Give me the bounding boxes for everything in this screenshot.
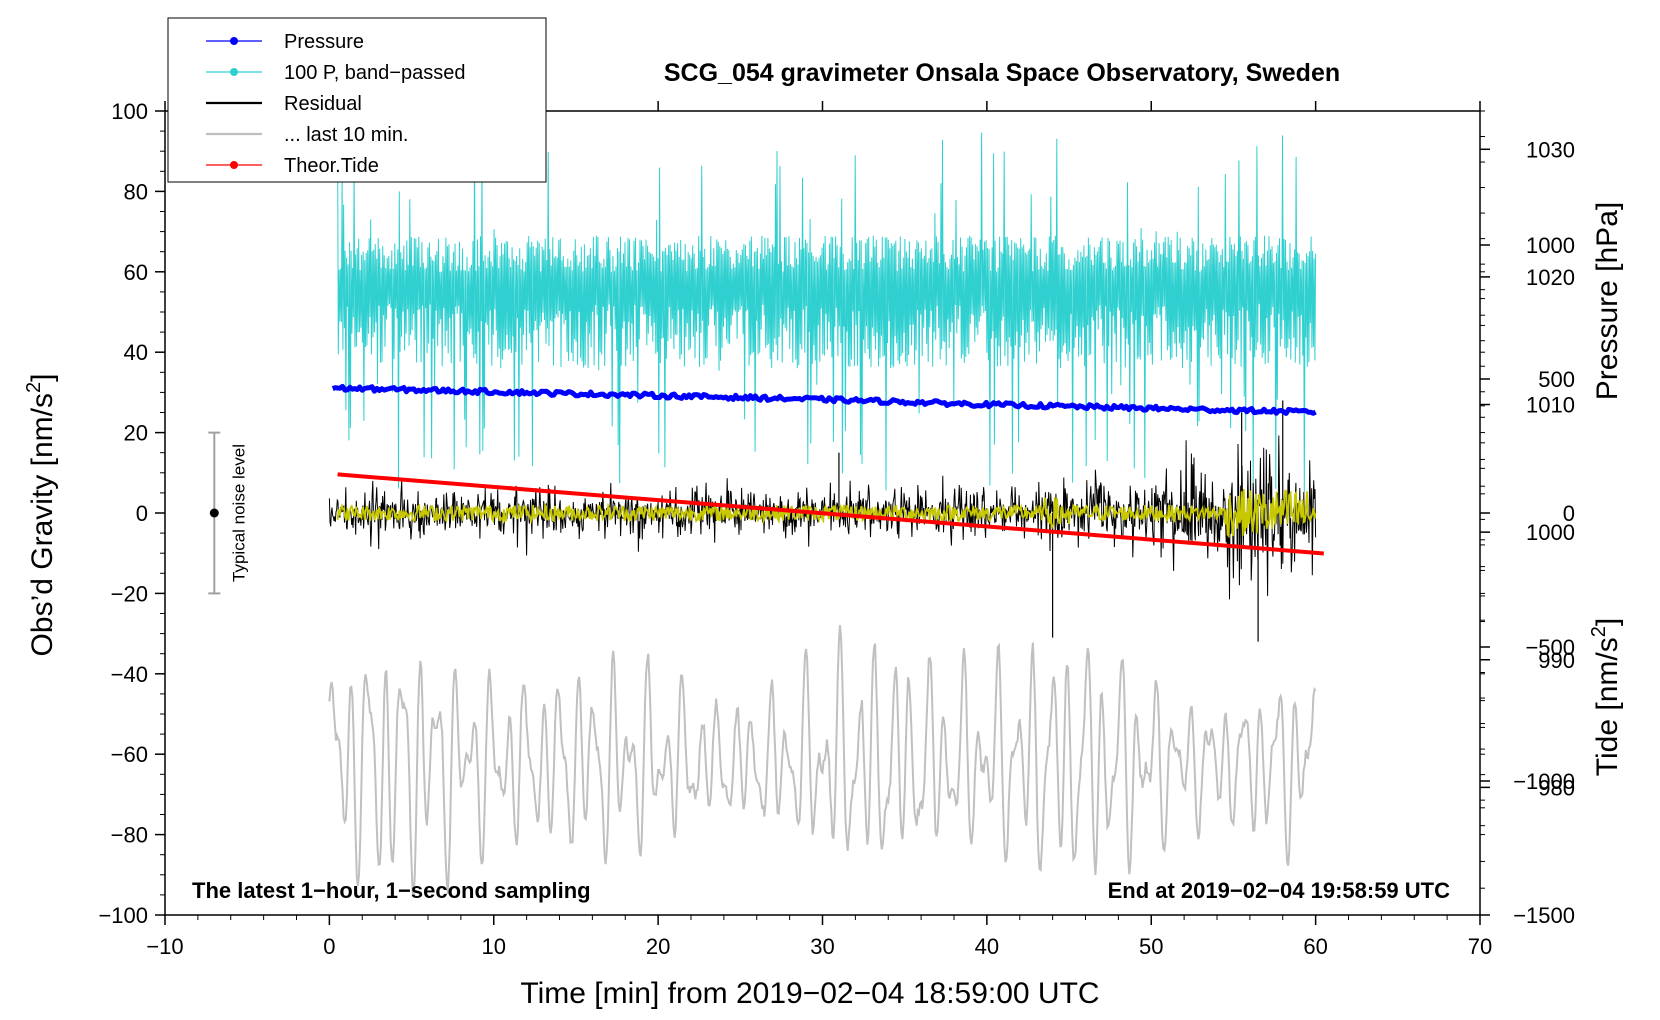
x-tick-label: 0 [323, 934, 335, 959]
y-axis-label-gravity: Obs’d Gravity [nm/s2] [23, 374, 59, 657]
tide-tick-label: −1000 [1513, 769, 1575, 794]
x-tick-label: 40 [975, 934, 999, 959]
y-tick-label: 40 [124, 340, 148, 365]
y-tick-label: −40 [111, 662, 148, 687]
tide-tick-label: 1000 [1526, 233, 1575, 258]
legend-label: Theor.Tide [284, 155, 379, 177]
noise-bar-center-dot [209, 508, 219, 518]
legend-label: Pressure [284, 31, 364, 53]
tide-tick-label: 500 [1538, 367, 1575, 392]
chart-title: SCG_054 gravimeter Onsala Space Observat… [664, 59, 1340, 87]
x-tick-label: 70 [1468, 934, 1492, 959]
pressure-tick-label: 990 [1538, 648, 1575, 673]
legend-label: 100 P, band−passed [284, 62, 465, 84]
series-band-passed-pressure-line [337, 132, 1317, 493]
legend: Pressure 100 P, band−passed Residual ... la… [167, 17, 547, 183]
x-axis-ticks: −10 0 10 20 30 40 50 60 70 [146, 101, 1492, 959]
pressure-tick-label: 1030 [1526, 137, 1575, 162]
legend-swatch-marker [230, 161, 238, 169]
y-axis-ticks: −100 −80 −60 −40 −20 0 20 40 60 80 100 [98, 99, 165, 928]
series-theoretical-tide-line [337, 472, 1325, 556]
y-tick-label: −100 [98, 903, 148, 928]
x-tick-label: 50 [1139, 934, 1163, 959]
y-tick-label: 80 [124, 179, 148, 204]
tide-tick-label: 0 [1563, 501, 1575, 526]
y-tick-label: 100 [111, 99, 148, 124]
y-tick-label: 20 [124, 421, 148, 446]
noise-level-label: Typical noise level [229, 444, 248, 582]
x-tick-label: 30 [810, 934, 834, 959]
tide-axis-ticks: −1500 −1000 −500 0 500 1000 [1480, 233, 1575, 928]
pressure-tick-label: 1000 [1526, 520, 1575, 545]
legend-swatch-marker [230, 68, 238, 76]
noise-level-indicator: Typical noise level [208, 431, 248, 595]
y-axis-label-pressure: Pressure [hPa] [1591, 202, 1624, 400]
y-tick-label: −60 [111, 742, 148, 767]
series-last-10-min-line [328, 625, 1317, 897]
y-tick-label: −80 [111, 823, 148, 848]
y-axis-label-tide: Tide [nm/s2] [1588, 618, 1624, 776]
legend-label: ... last 10 min. [284, 124, 409, 146]
series-layer [328, 132, 1325, 897]
x-axis-label: Time [min] from 2019−02−04 18:59:00 UTC [520, 977, 1099, 1010]
x-tick-label: 10 [482, 934, 506, 959]
y-tick-label: 0 [136, 501, 148, 526]
y-tick-label: −20 [111, 581, 148, 606]
tide-tick-label: −500 [1525, 635, 1575, 660]
pressure-tick-label: 980 [1538, 775, 1575, 800]
tide-tick-label: −1500 [1513, 903, 1575, 928]
legend-swatch-marker [230, 37, 238, 45]
end-time-note: End at 2019−02−04 19:58:59 UTC [1108, 878, 1451, 903]
pressure-tick-label: 1020 [1526, 265, 1575, 290]
legend-box [167, 17, 547, 183]
series-pressure-line [331, 383, 1317, 416]
x-tick-label: −10 [146, 934, 183, 959]
x-tick-label: 60 [1303, 934, 1327, 959]
y-tick-label: 60 [124, 260, 148, 285]
pressure-tick-label: 1010 [1526, 393, 1575, 418]
legend-label: Residual [284, 93, 362, 115]
sampling-note: The latest 1−hour, 1−second sampling [192, 878, 591, 903]
pressure-axis-ticks: 980 990 1000 1010 1020 1030 [1480, 110, 1575, 827]
series-residual-line [328, 435, 1317, 600]
x-tick-label: 20 [646, 934, 670, 959]
